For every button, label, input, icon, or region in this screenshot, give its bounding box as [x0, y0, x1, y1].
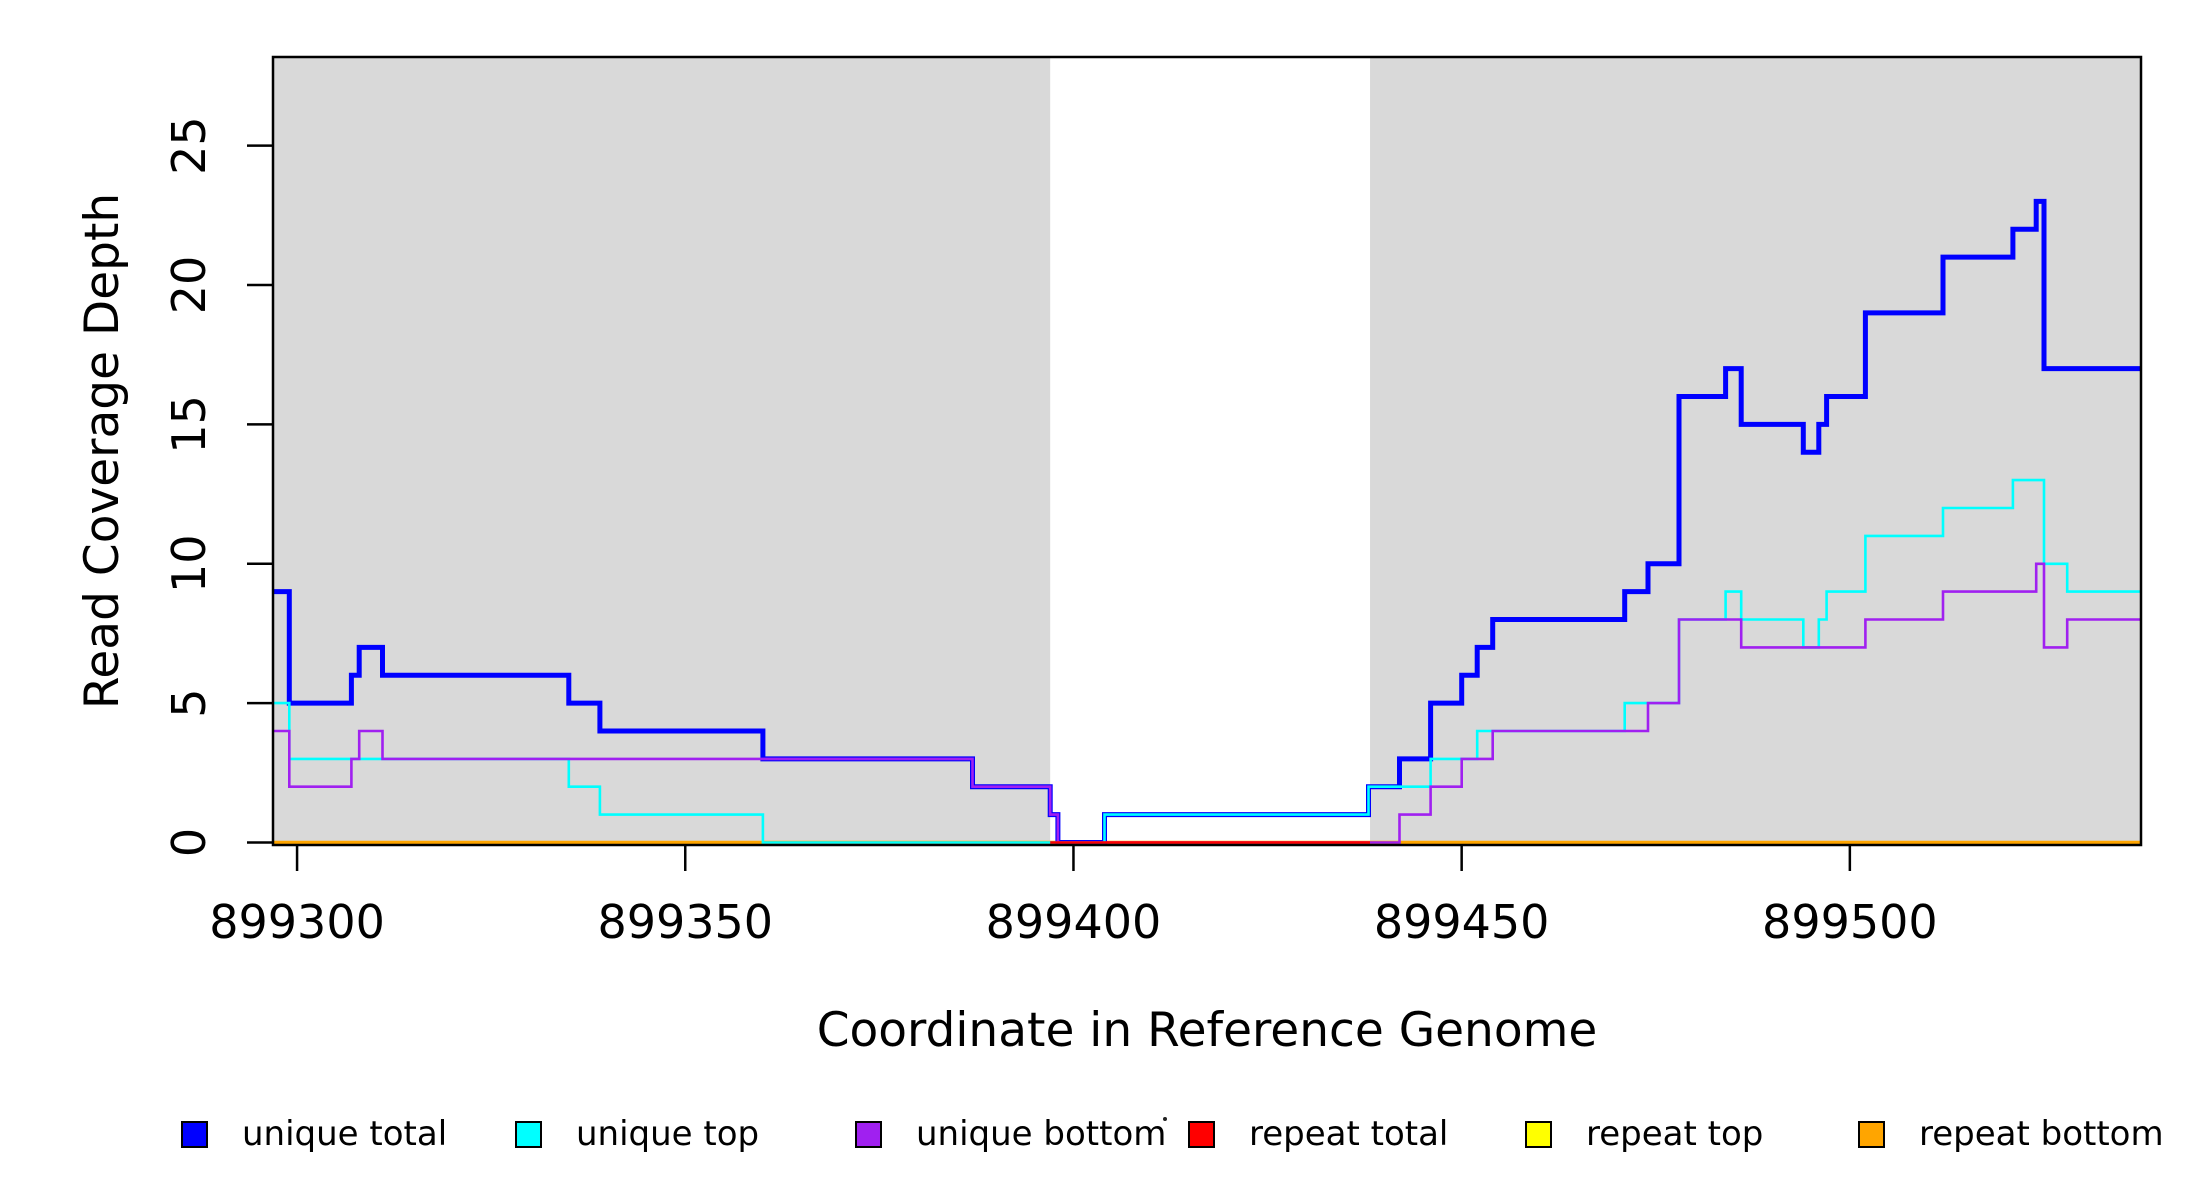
y-tick-label: 25 [162, 116, 216, 175]
legend-item-unique-bottom: unique bottom [855, 1108, 1166, 1160]
highlight-region-1 [273, 57, 1051, 845]
legend-swatch-repeat-bottom [1858, 1120, 1885, 1148]
y-tick-label: 10 [162, 534, 216, 593]
legend-label-repeat-top: repeat top [1586, 1114, 1764, 1154]
legend-swatch-unique-top [515, 1120, 542, 1148]
legend-swatch-repeat-total [1188, 1120, 1215, 1148]
legend-label-unique-total: unique total [242, 1114, 448, 1154]
x-tick-label: 899400 [986, 895, 1162, 949]
y-tick-label: 0 [162, 828, 216, 857]
y-tick-label: 20 [162, 256, 216, 315]
legend-swatch-unique-total [181, 1120, 208, 1148]
y-tick-label: 5 [162, 688, 216, 717]
y-axis-title: Read Coverage Depth [75, 193, 130, 709]
legend: unique total unique top unique bottom re… [0, 1108, 2200, 1168]
legend-item-unique-total: unique total [181, 1108, 447, 1160]
legend-item-repeat-top: repeat top [1525, 1108, 1763, 1160]
legend-label-repeat-total: repeat total [1249, 1114, 1449, 1154]
stray-dot-artifact [1163, 1117, 1167, 1121]
x-tick-label: 899500 [1762, 895, 1938, 949]
y-tick-label: 15 [162, 395, 216, 454]
legend-swatch-repeat-top [1525, 1120, 1552, 1148]
legend-item-repeat-bottom: repeat bottom [1858, 1108, 2164, 1160]
x-tick-label: 899350 [597, 895, 773, 949]
legend-label-repeat-bottom: repeat bottom [1919, 1114, 2164, 1154]
x-tick-label: 899300 [209, 895, 385, 949]
legend-label-unique-top: unique top [576, 1114, 760, 1154]
series-line-unique-total [273, 198, 2141, 845]
x-axis-title: Coordinate in Reference Genome [817, 1003, 1598, 1058]
legend-label-unique-bottom: unique bottom [916, 1114, 1167, 1154]
series-line-unique-bottom [273, 562, 2141, 844]
legend-swatch-unique-bottom [855, 1120, 882, 1148]
legend-item-repeat-total: repeat total [1188, 1108, 1448, 1160]
legend-item-unique-top: unique top [515, 1108, 759, 1160]
x-tick-label: 899450 [1374, 895, 1550, 949]
plot-frame [271, 55, 2143, 847]
highlight-region-2 [1370, 57, 2141, 845]
